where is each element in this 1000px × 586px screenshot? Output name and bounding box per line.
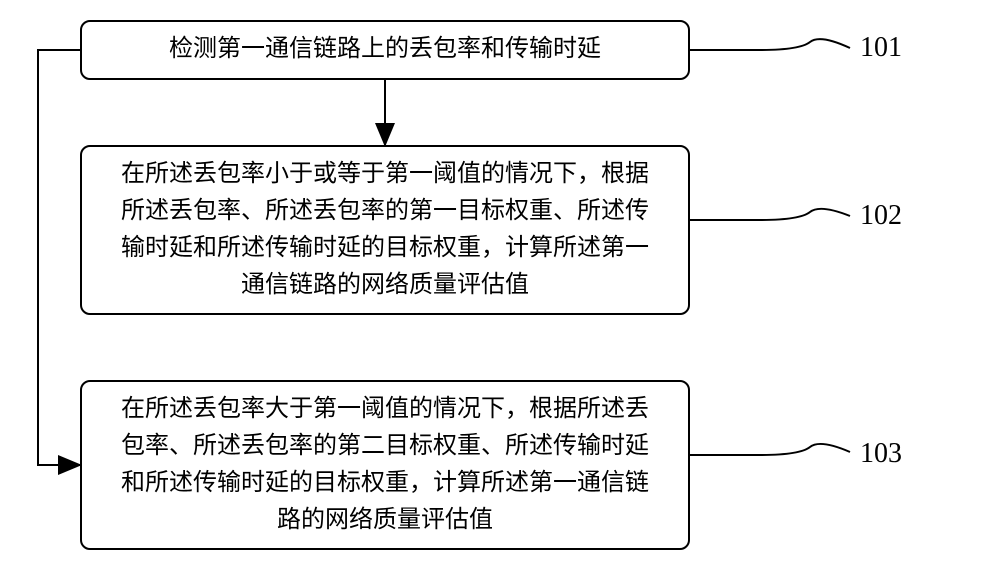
connectors-layer	[0, 0, 1000, 586]
label-leader-101	[690, 39, 850, 50]
edge-n1-n3	[38, 50, 80, 465]
label-leader-102	[690, 209, 850, 220]
label-leader-103	[690, 444, 850, 455]
